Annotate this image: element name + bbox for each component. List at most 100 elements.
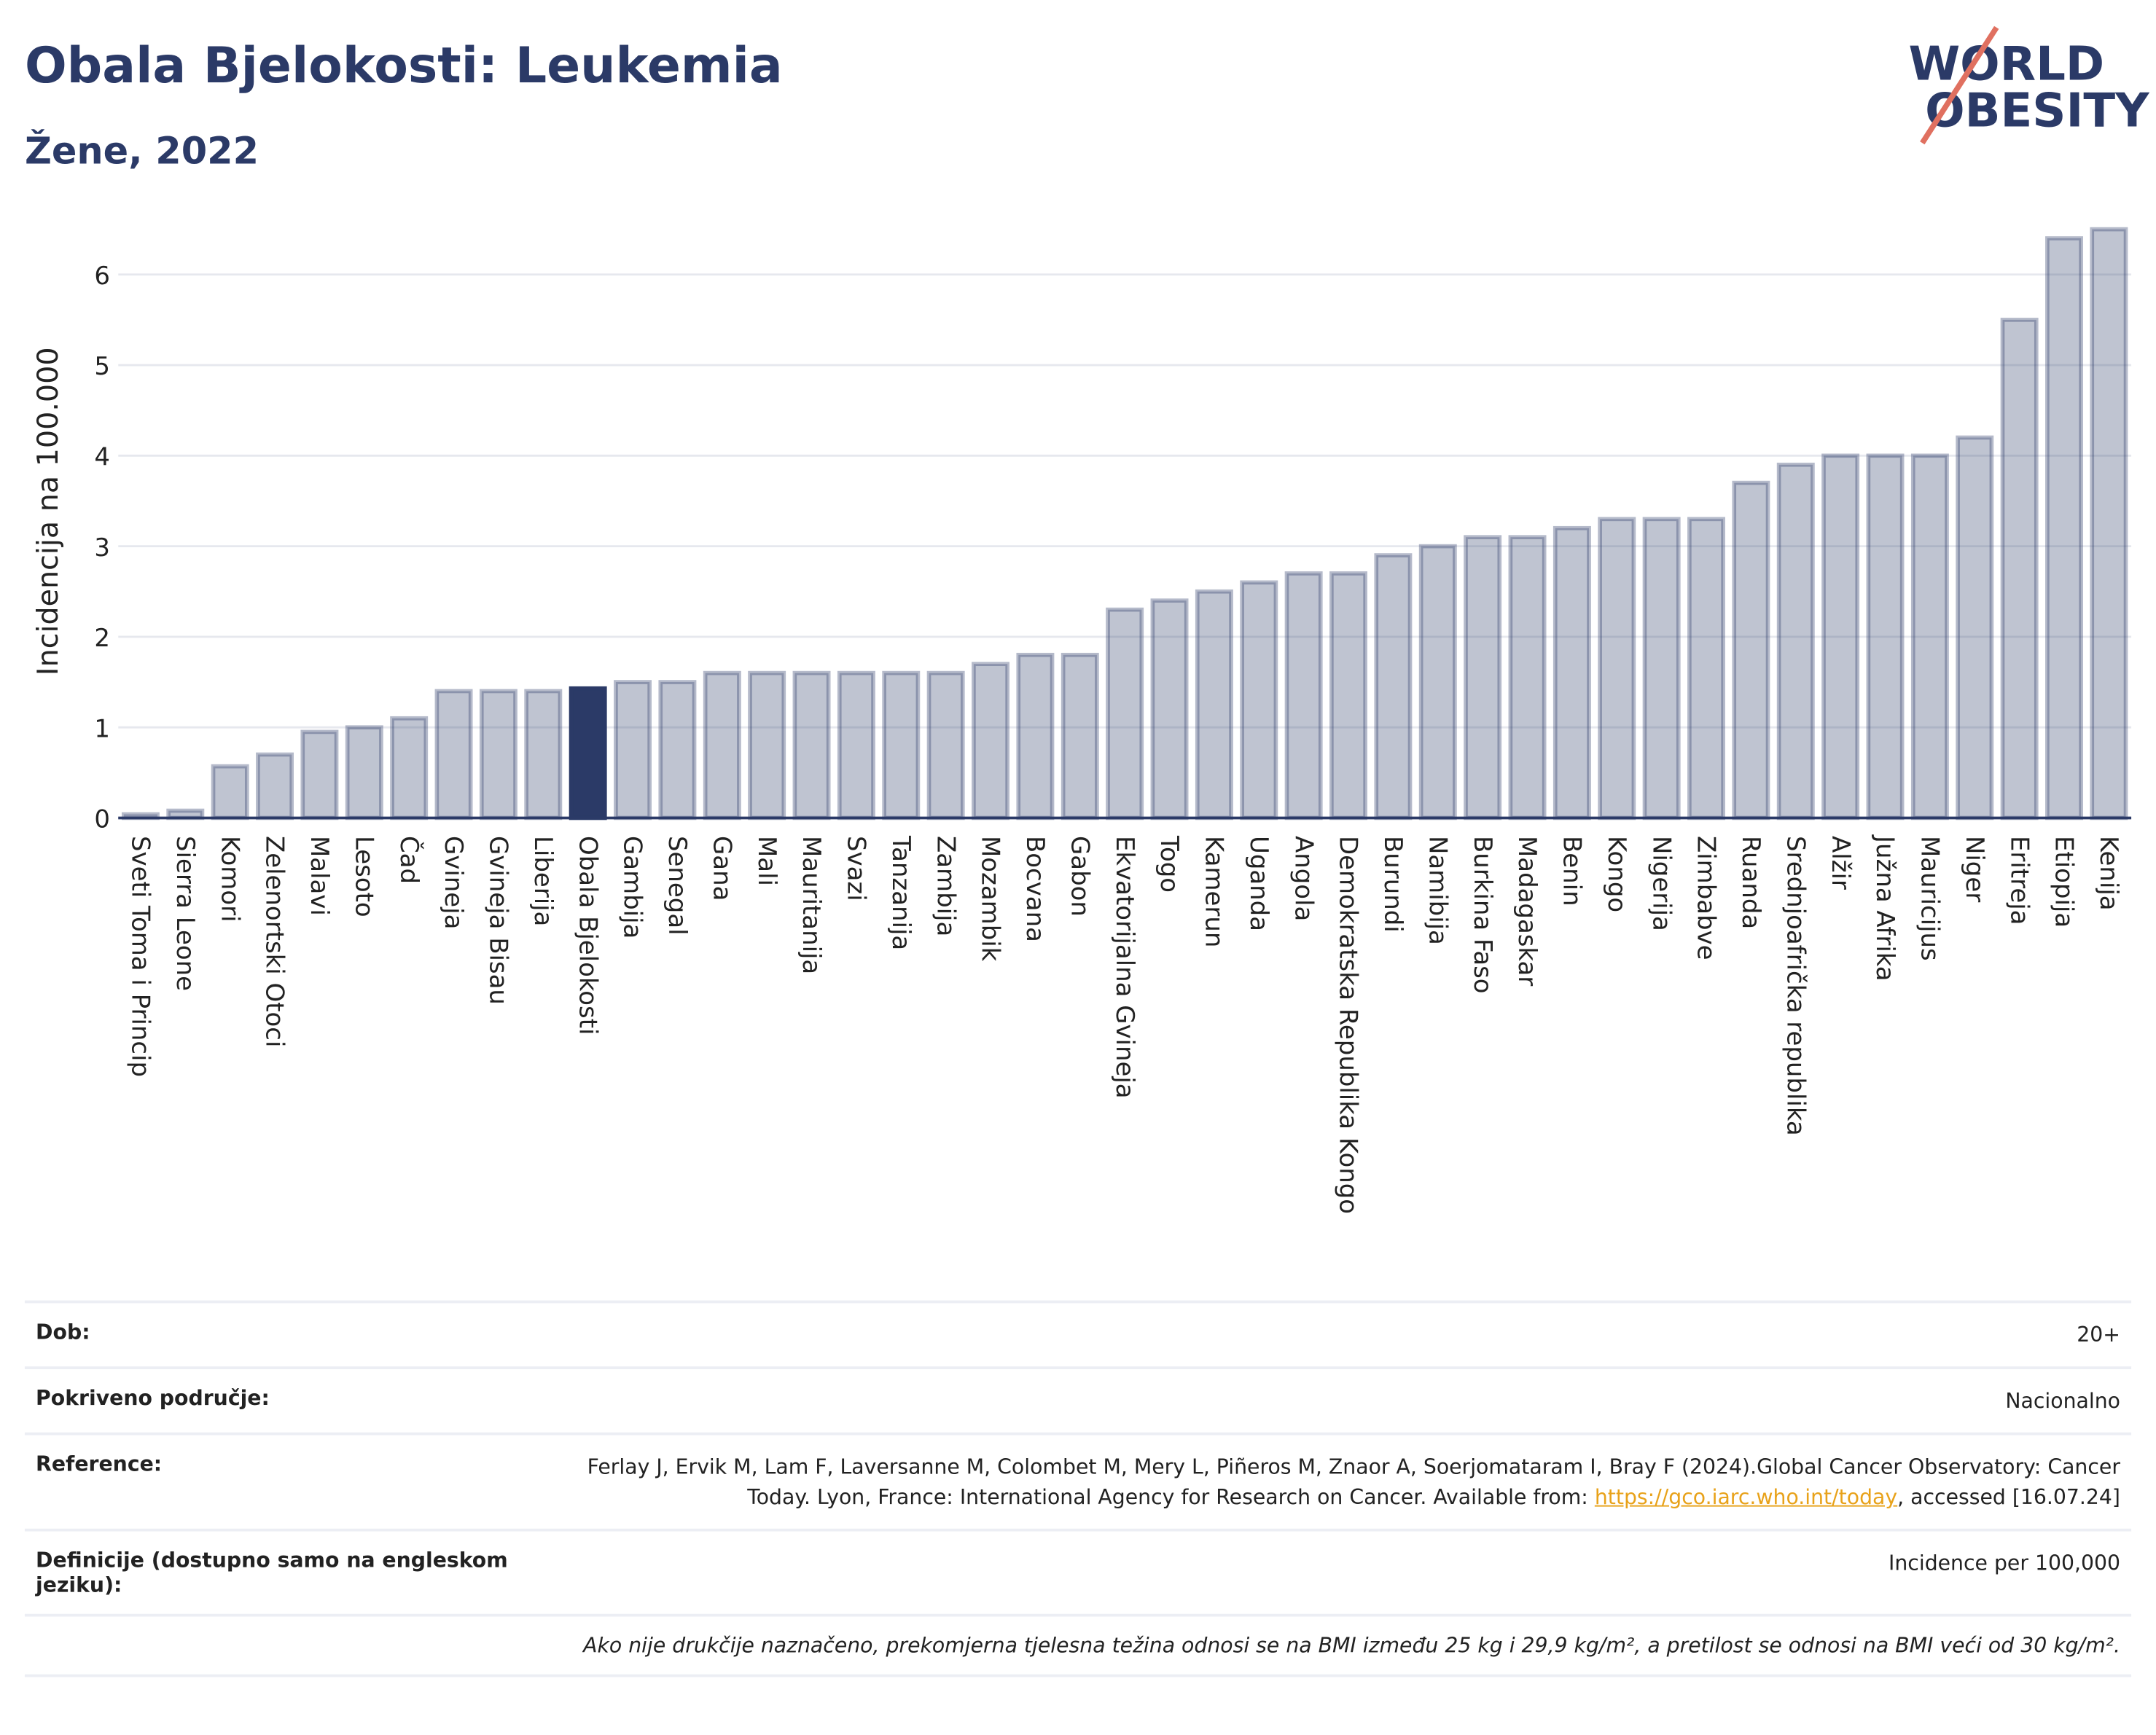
x-tick-label: Zimbabve xyxy=(1692,836,1721,960)
x-tick-label: Demokratska Republika Kongo xyxy=(1334,836,1363,1214)
chart: Obala Bjelokosti: Leukemia Žene, 2022 WO… xyxy=(25,26,2150,1214)
row-text: 20+ xyxy=(2077,1322,2120,1347)
x-tick-label: Sierra Leone xyxy=(171,836,200,991)
logo-slash xyxy=(1920,26,1999,145)
x-tick-label: Ekvatorijalna Gvineja xyxy=(1110,836,1139,1099)
x-tick-label: Burkina Faso xyxy=(1468,836,1497,994)
x-tick-label: Gvineja Bisau xyxy=(484,836,513,1005)
bar xyxy=(837,670,875,820)
bar xyxy=(972,662,1010,820)
x-tick-label: Kamerun xyxy=(1200,836,1229,947)
bar xyxy=(434,689,473,820)
row-text: Incidence per 100,000 xyxy=(1888,1550,2120,1575)
footer-note: Ako nije drukčije naznačeno, prekomjerna… xyxy=(24,1613,2132,1677)
logo-text: WORLD xyxy=(1908,36,2104,91)
x-tick-label: Senegal xyxy=(663,836,692,936)
bar xyxy=(882,670,921,820)
x-tick-label: Mauricijus xyxy=(1915,836,1945,961)
row-label: Definicije (dostupno samo na engleskom j… xyxy=(36,1548,508,1598)
x-tick-label: Mauritanija xyxy=(797,836,826,974)
x-tick-label: Južna Afrika xyxy=(1870,834,1899,982)
bar xyxy=(1464,535,1502,820)
x-tick-label: Lesoto xyxy=(349,836,378,917)
bar xyxy=(390,716,429,820)
y-tick-label: 3 xyxy=(94,533,110,563)
bar xyxy=(1732,480,1770,820)
bar xyxy=(1552,525,1591,820)
x-tick-label: Mozambik xyxy=(976,836,1005,962)
x-tick-label: Alžir xyxy=(1826,836,1855,890)
x-tick-label: Gabon xyxy=(1065,836,1094,917)
bar xyxy=(345,725,383,820)
bar xyxy=(1956,435,1994,820)
bar xyxy=(479,689,517,820)
y-tick-label: 4 xyxy=(94,443,110,472)
x-tick-label: Zambija xyxy=(931,836,960,936)
y-tick-label: 1 xyxy=(94,714,110,743)
bar xyxy=(614,680,652,820)
bar xyxy=(1598,517,1636,820)
row-label: Pokriveno područje: xyxy=(36,1385,270,1411)
bar xyxy=(1776,462,1815,820)
x-tick-label: Bocvana xyxy=(1020,836,1050,942)
x-tick-label: Nigerija xyxy=(1647,836,1676,931)
x-tick-label: Burundi xyxy=(1378,836,1407,933)
x-tick-label: Zelenortski Otoci xyxy=(260,836,289,1047)
row-text: Ferlay J, Ervik M, Lam F, Laversanne M, … xyxy=(587,1454,2120,1510)
bar xyxy=(1418,544,1457,820)
x-tick-label: Niger xyxy=(1960,836,1989,902)
y-axis-label: Incidencija na 100.000 xyxy=(31,347,65,675)
bar xyxy=(1329,571,1367,820)
footer-row: Pokriveno područje: Nacionalno xyxy=(24,1366,2132,1433)
bar xyxy=(1374,553,1413,820)
x-tick-label: Etiopija xyxy=(2050,836,2079,928)
x-tick-label: Sveti Toma i Princip xyxy=(126,836,155,1077)
footer-table: Dob: 20+ Pokriveno područje: Nacionalno Refe… xyxy=(24,1300,2132,1677)
x-tick-label: Kongo xyxy=(1602,836,1631,912)
x-tick-label: Čad xyxy=(394,836,424,884)
chart-subtitle: Žene, 2022 xyxy=(25,128,259,173)
x-tick-label: Tanzanija xyxy=(886,835,915,950)
logo-text: OBESITY xyxy=(1925,84,2150,138)
row-label: Dob: xyxy=(36,1320,90,1344)
y-tick-label: 6 xyxy=(94,262,110,291)
x-tick-label: Komori xyxy=(215,836,244,923)
footer-row: Reference: Ferlay J, Ervik M, Lam F, Lave… xyxy=(24,1432,2132,1529)
bar xyxy=(1150,598,1189,820)
x-tick-label: Gambija xyxy=(618,836,647,939)
reference-link[interactable]: https://gco.iarc.who.int/today xyxy=(1594,1484,1898,1510)
bar xyxy=(2045,236,2083,820)
x-tick-label: Eritreja xyxy=(2004,836,2034,925)
row-value: Incidence per 100,000 xyxy=(1889,1548,2120,1597)
x-tick-label: Gana xyxy=(707,836,736,901)
y-tick-label: 2 xyxy=(94,624,110,653)
bar xyxy=(524,689,563,820)
x-tick-label: Benin xyxy=(1558,836,1587,906)
y-tick-label: 5 xyxy=(94,352,110,381)
x-tick-label: Mali xyxy=(752,836,781,886)
footer-row: Definicije (dostupno samo na engleskom j… xyxy=(24,1528,2132,1614)
x-tick-label: Obala Bjelokosti xyxy=(573,836,602,1035)
x-tick-label: Liberija xyxy=(528,836,558,926)
y-tick-label: 0 xyxy=(94,805,110,834)
x-tick-label: Madagaskar xyxy=(1512,836,1542,986)
bar xyxy=(211,764,249,820)
bar xyxy=(569,686,607,820)
x-tick-label: Svazi xyxy=(842,836,871,901)
bar xyxy=(703,670,741,820)
row-value: Ferlay J, Ervik M, Lam F, Laversanne M, … xyxy=(580,1452,2120,1512)
x-tick-label: Uganda xyxy=(1244,836,1273,931)
row-label: Reference: xyxy=(36,1452,163,1477)
row-text: Nacionalno xyxy=(2005,1388,2120,1414)
bar xyxy=(926,670,965,820)
bar xyxy=(1016,652,1055,820)
x-tick-label: Gvineja xyxy=(439,836,468,929)
bar xyxy=(792,670,831,820)
bar xyxy=(1866,453,1905,820)
x-tick-label: Srednjoafrička republika xyxy=(1781,836,1810,1136)
bar xyxy=(1642,517,1681,820)
x-tick-label: Angola xyxy=(1289,836,1318,921)
row-text: , accessed [16.07.24] xyxy=(1897,1484,2120,1510)
bar xyxy=(2000,318,2039,820)
